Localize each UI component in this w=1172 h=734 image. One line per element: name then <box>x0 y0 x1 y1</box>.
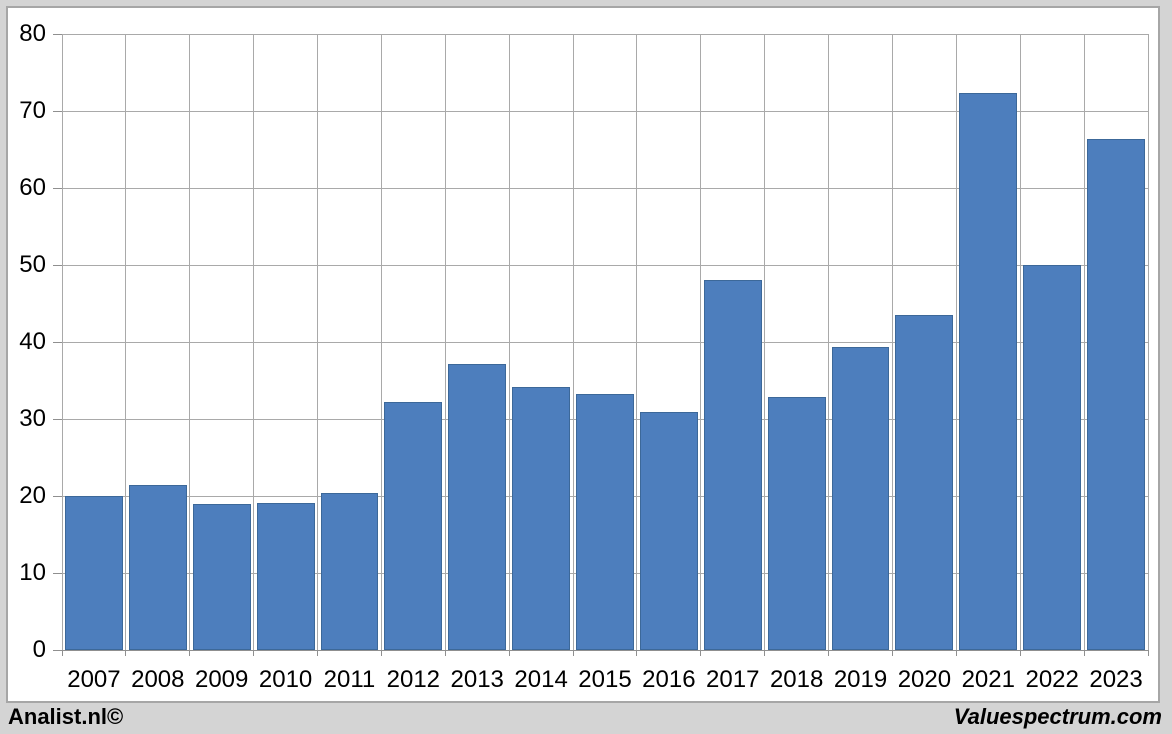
x-axis-tick <box>891 650 893 656</box>
footer-source-right: Valuespectrum.com <box>953 704 1162 729</box>
x-axis-tick <box>317 650 319 656</box>
x-axis-tick <box>253 650 255 656</box>
x-axis-label: 2019 <box>833 666 888 693</box>
y-axis-tick <box>53 33 62 35</box>
x-axis-label: 2011 <box>323 666 376 693</box>
x-axis-label: 2012 <box>386 666 441 693</box>
y-gridline <box>62 33 1148 35</box>
bar-2007 <box>65 496 123 650</box>
y-axis-tick <box>53 187 62 189</box>
x-gridline <box>253 34 255 650</box>
x-axis-tick <box>444 650 446 656</box>
bar-2010 <box>256 502 315 650</box>
x-axis-tick <box>700 650 702 656</box>
y-axis-tick <box>53 649 62 651</box>
x-axis-tick <box>955 650 957 656</box>
y-axis-label: 0 <box>32 636 46 663</box>
bar-2023 <box>1087 139 1145 650</box>
bar-2021 <box>959 93 1018 650</box>
x-gridline <box>444 34 446 650</box>
bar-2015 <box>576 394 634 650</box>
y-axis-label: 70 <box>19 97 46 124</box>
y-axis-label: 30 <box>19 405 46 432</box>
y-axis-label: 50 <box>19 251 46 278</box>
footer-source-left: Analist.nl© <box>8 704 124 729</box>
x-axis-tick <box>1083 650 1085 656</box>
x-axis-tick <box>764 650 766 656</box>
x-axis-tick <box>1147 650 1149 656</box>
x-axis-tick <box>572 650 574 656</box>
x-axis-label: 2018 <box>769 666 824 693</box>
x-axis-label: 2008 <box>131 666 185 693</box>
x-gridline <box>636 34 638 650</box>
x-axis-label: 2009 <box>194 666 249 693</box>
y-axis-label: 40 <box>19 328 46 355</box>
x-gridline <box>380 34 382 650</box>
bar-2014 <box>512 386 571 650</box>
x-axis-tick <box>125 650 127 656</box>
x-axis-tick <box>61 650 63 656</box>
x-axis-label: 2022 <box>1025 666 1079 693</box>
x-axis-label: 2013 <box>450 666 504 693</box>
bar-2017 <box>703 280 762 650</box>
y-gridline <box>62 341 1148 343</box>
x-gridline <box>955 34 957 650</box>
x-gridline <box>189 34 191 650</box>
bar-2012 <box>384 402 443 650</box>
x-gridline <box>1019 34 1021 650</box>
x-gridline <box>828 34 830 650</box>
x-gridline <box>1083 34 1085 650</box>
bar-2022 <box>1023 265 1082 650</box>
x-axis-line <box>62 649 1148 651</box>
x-axis-label: 2014 <box>514 666 568 693</box>
y-axis-tick <box>53 495 62 497</box>
x-gridline <box>700 34 702 650</box>
x-gridline <box>891 34 893 650</box>
y-gridline <box>62 110 1148 112</box>
x-gridline <box>572 34 574 650</box>
x-axis-tick <box>380 650 382 656</box>
bar-2020 <box>895 315 954 650</box>
y-gridline <box>62 264 1148 266</box>
plot-right-border <box>1147 34 1149 650</box>
x-gridline <box>764 34 766 650</box>
y-axis-label: 80 <box>19 20 46 47</box>
bar-2013 <box>448 364 507 650</box>
plot-left-border <box>61 34 63 650</box>
bar-2018 <box>767 396 826 650</box>
x-axis-tick <box>189 650 191 656</box>
bar-2011 <box>320 492 379 650</box>
y-axis-label: 60 <box>19 174 46 201</box>
y-axis-tick <box>53 110 62 112</box>
x-axis-label: 2016 <box>642 666 696 693</box>
x-axis-label: 2020 <box>897 666 952 693</box>
x-gridline <box>317 34 319 650</box>
y-axis-tick <box>53 264 62 266</box>
x-axis-label: 2021 <box>961 666 1015 693</box>
y-axis-label: 10 <box>19 559 46 586</box>
x-axis-label: 2007 <box>67 666 121 693</box>
y-axis-label: 20 <box>19 482 46 509</box>
bar-2016 <box>639 412 698 650</box>
x-axis-label: 2023 <box>1089 666 1143 693</box>
x-gridline <box>125 34 127 650</box>
x-axis-label: 2015 <box>578 666 632 693</box>
y-axis-tick <box>53 572 62 574</box>
x-axis-tick <box>508 650 510 656</box>
x-axis-tick <box>636 650 638 656</box>
bar-2009 <box>192 504 251 650</box>
y-gridline <box>62 187 1148 189</box>
x-axis-label: 2017 <box>706 666 760 693</box>
x-gridline <box>508 34 510 650</box>
y-axis-tick <box>53 418 62 420</box>
bar-2008 <box>128 485 187 650</box>
y-axis-tick <box>53 341 62 343</box>
x-axis-label: 2010 <box>258 666 313 693</box>
x-axis-tick <box>1019 650 1021 656</box>
bar-2019 <box>831 346 890 650</box>
x-axis-tick <box>828 650 830 656</box>
